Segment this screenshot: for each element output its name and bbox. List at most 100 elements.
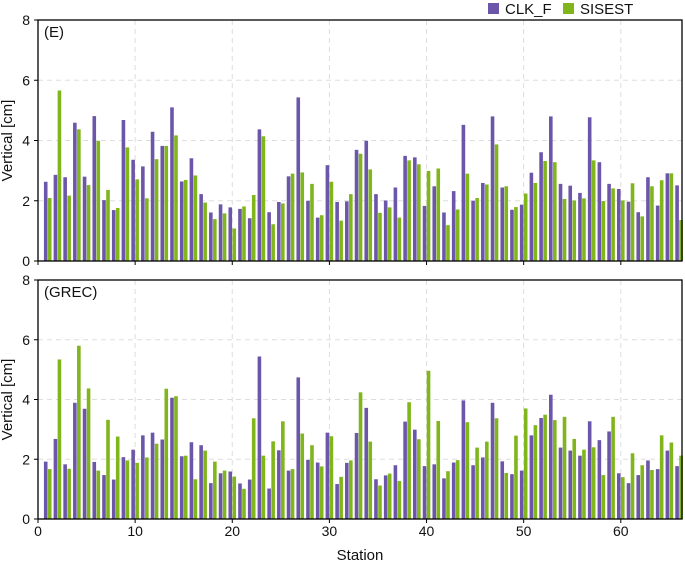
y-tick-label: 0 bbox=[22, 253, 30, 269]
bar-sisest-station-18 bbox=[213, 219, 217, 261]
bar-clk-f-station-23 bbox=[257, 129, 262, 261]
bar-sisest-station-29 bbox=[319, 466, 324, 519]
bar-sisest-station-24 bbox=[271, 441, 275, 519]
bar-sisest-station-54 bbox=[562, 416, 567, 519]
bar-sisest-station-23 bbox=[261, 455, 266, 519]
bar-clk-f-station-33 bbox=[354, 432, 359, 519]
x-axis-label: Station bbox=[337, 547, 384, 564]
bar-sisest-station-4 bbox=[77, 129, 81, 261]
bar-sisest-station-11 bbox=[145, 198, 149, 261]
y-tick-label: 2 bbox=[22, 451, 30, 467]
bar-sisest-station-15 bbox=[183, 455, 188, 519]
bar-clk-f-station-30 bbox=[325, 432, 330, 519]
bar-sisest-station-41 bbox=[436, 168, 441, 261]
bar-sisest-station-9 bbox=[125, 147, 130, 261]
bar-sisest-station-32 bbox=[349, 460, 353, 519]
bar-clk-f-station-37 bbox=[393, 187, 398, 261]
bar-sisest-station-27 bbox=[300, 433, 305, 519]
bar-sisest-station-28 bbox=[310, 183, 314, 261]
bar-clk-f-station-19 bbox=[218, 473, 223, 519]
bar-sisest-station-58 bbox=[601, 201, 606, 261]
bar-clk-f-station-40 bbox=[422, 205, 427, 261]
bar-clk-f-station-23 bbox=[257, 356, 262, 519]
bar-clk-f-station-56 bbox=[578, 455, 582, 519]
bar-sisest-station-62 bbox=[640, 465, 645, 519]
bar-sisest-station-15 bbox=[183, 179, 188, 261]
bar-clk-f-station-57 bbox=[587, 421, 592, 519]
bar-clk-f-station-11 bbox=[141, 166, 145, 261]
bar-sisest-station-51 bbox=[533, 182, 538, 261]
bar-sisest-station-66 bbox=[679, 455, 683, 519]
bar-sisest-station-12 bbox=[154, 159, 159, 261]
bar-sisest-station-8 bbox=[115, 436, 120, 519]
bar-clk-f-station-28 bbox=[306, 459, 310, 519]
bar-sisest-station-8 bbox=[115, 207, 120, 261]
bar-sisest-station-58 bbox=[601, 475, 606, 519]
bar-clk-f-station-38 bbox=[403, 155, 407, 261]
bar-sisest-station-64 bbox=[659, 435, 664, 519]
bar-clk-f-station-43 bbox=[451, 462, 456, 519]
bar-clk-f-station-29 bbox=[315, 217, 320, 261]
bar-clk-f-station-48 bbox=[500, 187, 505, 261]
bar-clk-f-station-59 bbox=[607, 183, 611, 261]
bar-sisest-station-35 bbox=[378, 212, 382, 261]
bar-sisest-station-41 bbox=[436, 421, 441, 519]
bar-sisest-station-42 bbox=[446, 225, 450, 261]
bar-sisest-station-38 bbox=[407, 160, 411, 261]
bar-clk-f-station-21 bbox=[238, 483, 242, 519]
bar-sisest-station-21 bbox=[242, 488, 246, 519]
bar-sisest-station-33 bbox=[358, 153, 363, 261]
bar-clk-f-station-2 bbox=[53, 174, 58, 261]
bar-sisest-station-62 bbox=[640, 216, 645, 261]
y-tick-label: 6 bbox=[22, 332, 30, 348]
bar-sisest-station-64 bbox=[659, 180, 664, 261]
legend-swatch-sisest bbox=[563, 3, 574, 14]
bar-sisest-station-25 bbox=[281, 203, 285, 261]
bar-sisest-station-43 bbox=[455, 460, 460, 519]
bar-clk-f-station-50 bbox=[519, 204, 524, 261]
bar-clk-f-station-56 bbox=[578, 192, 582, 261]
bar-sisest-station-31 bbox=[339, 220, 343, 261]
bar-sisest-station-40 bbox=[426, 370, 431, 519]
bar-sisest-station-37 bbox=[397, 481, 402, 519]
bar-clk-f-station-45 bbox=[471, 465, 475, 519]
bar-sisest-station-20 bbox=[232, 476, 237, 519]
bar-clk-f-station-13 bbox=[160, 439, 165, 519]
bar-sisest-station-33 bbox=[358, 392, 363, 519]
bar-sisest-station-36 bbox=[387, 207, 392, 261]
bar-sisest-station-52 bbox=[543, 160, 547, 261]
bar-sisest-station-27 bbox=[300, 172, 305, 261]
bar-clk-f-station-31 bbox=[335, 201, 339, 261]
bar-clk-f-station-40 bbox=[422, 466, 427, 519]
bar-clk-f-station-18 bbox=[209, 212, 213, 261]
bar-clk-f-station-39 bbox=[413, 157, 417, 261]
bar-clk-f-station-15 bbox=[179, 181, 184, 261]
bar-clk-f-station-48 bbox=[500, 461, 505, 519]
bar-clk-f-station-7 bbox=[102, 200, 106, 261]
bar-clk-f-station-42 bbox=[442, 478, 446, 519]
bar-clk-f-station-24 bbox=[267, 488, 271, 519]
bar-sisest-station-61 bbox=[630, 453, 635, 519]
bar-clk-f-station-39 bbox=[413, 429, 417, 519]
bar-sisest-station-53 bbox=[553, 420, 557, 519]
bar-clk-f-station-47 bbox=[490, 116, 495, 262]
bar-sisest-station-56 bbox=[582, 198, 586, 261]
y-axis-label: Vertical [cm] bbox=[0, 100, 16, 182]
bar-clk-f-station-12 bbox=[150, 432, 155, 519]
bar-sisest-station-17 bbox=[203, 450, 207, 519]
bar-clk-f-station-62 bbox=[636, 475, 641, 519]
bar-clk-f-station-51 bbox=[529, 172, 534, 261]
y-axis-label: Vertical [cm] bbox=[0, 359, 16, 441]
bar-clk-f-station-27 bbox=[296, 97, 301, 261]
bar-sisest-station-65 bbox=[669, 173, 674, 261]
y-tick-label: 0 bbox=[22, 511, 30, 527]
bar-clk-f-station-11 bbox=[141, 435, 145, 519]
bar-clk-f-station-20 bbox=[228, 471, 233, 519]
bar-sisest-station-60 bbox=[621, 477, 625, 519]
bar-sisest-station-7 bbox=[106, 419, 110, 519]
bar-sisest-station-9 bbox=[125, 460, 130, 519]
bar-clk-f-station-1 bbox=[43, 181, 48, 261]
bar-clk-f-station-54 bbox=[558, 447, 563, 519]
bar-clk-f-station-60 bbox=[617, 189, 621, 261]
bar-sisest-station-57 bbox=[591, 447, 596, 519]
